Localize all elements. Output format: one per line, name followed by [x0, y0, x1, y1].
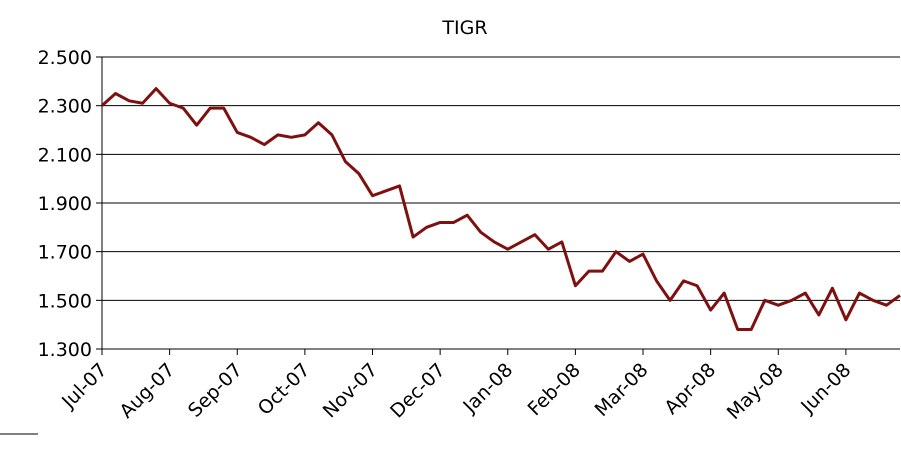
x-tick-label: Jan-08 [458, 359, 517, 418]
x-tick-label: Apr-08 [660, 359, 720, 419]
y-tick-label: 1.900 [38, 193, 92, 215]
x-tick-label: Oct-07 [254, 359, 315, 420]
y-tick-label: 2.500 [38, 47, 92, 69]
y-tick-label: 2.100 [38, 144, 92, 166]
y-tick-label: 1.500 [38, 290, 92, 312]
x-tick-label: Jun-08 [796, 359, 855, 418]
x-tick-label: Sep-07 [184, 359, 247, 422]
x-tick-label: Mar-08 [591, 359, 653, 421]
x-tick-label: Dec-07 [386, 359, 450, 423]
chart-title: TIGR [441, 17, 487, 39]
y-tick-label: 1.300 [38, 339, 92, 361]
x-tick-label: Nov-07 [319, 359, 382, 422]
y-tick-label: 2.300 [38, 96, 92, 118]
y-tick-label: 1.700 [38, 242, 92, 264]
x-tick-label: Jul-07 [57, 359, 111, 413]
x-tick-label: May-08 [723, 359, 788, 424]
x-tick-label: Aug-07 [115, 359, 179, 423]
series-line [100, 87, 901, 332]
x-tick-label: Feb-08 [524, 359, 585, 420]
